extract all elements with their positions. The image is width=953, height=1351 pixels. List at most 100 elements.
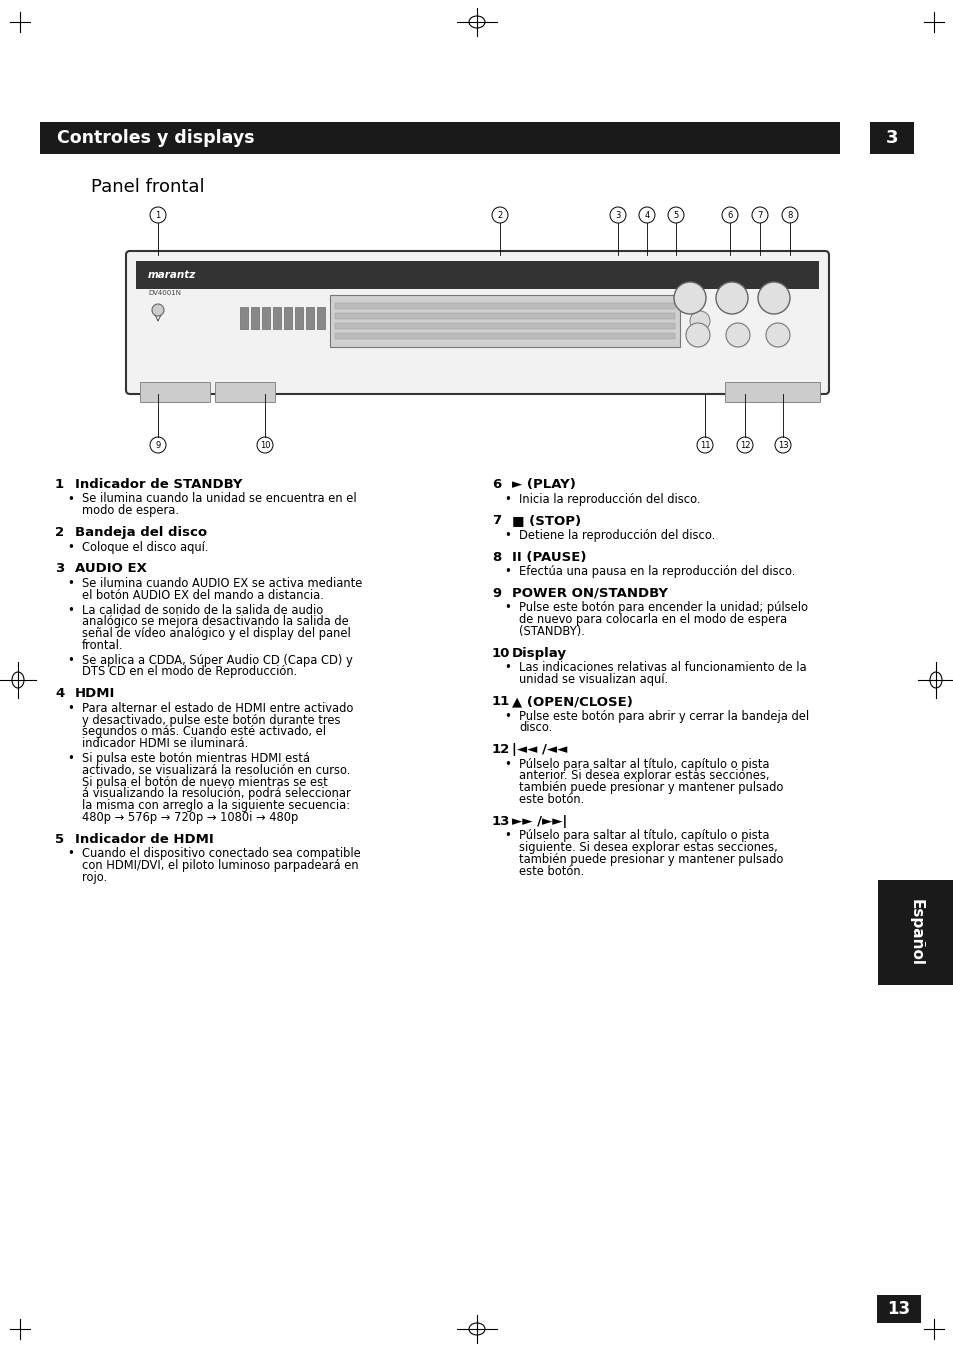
Text: 11: 11: [699, 440, 709, 450]
Text: •: •: [504, 601, 511, 615]
Text: 6: 6: [492, 478, 500, 490]
Text: rojo.: rojo.: [82, 871, 107, 884]
Circle shape: [492, 207, 507, 223]
Circle shape: [721, 207, 738, 223]
Text: 1: 1: [55, 478, 64, 490]
Text: Bandeja del disco: Bandeja del disco: [75, 526, 207, 539]
Text: disco.: disco.: [518, 721, 552, 735]
Text: Español: Español: [907, 898, 923, 966]
Text: 10: 10: [259, 440, 270, 450]
Text: POWER ON/STANDBY: POWER ON/STANDBY: [512, 586, 667, 600]
Circle shape: [609, 207, 625, 223]
Text: este botón.: este botón.: [518, 865, 583, 878]
Circle shape: [150, 436, 166, 453]
Text: DTS CD en el modo de Reproducción.: DTS CD en el modo de Reproducción.: [82, 666, 297, 678]
Text: •: •: [504, 758, 511, 770]
Text: también puede presionar y mantener pulsado: también puede presionar y mantener pulsa…: [518, 852, 782, 866]
Circle shape: [689, 311, 709, 331]
Circle shape: [673, 282, 705, 313]
Text: y desactivado, pulse este botón durante tres: y desactivado, pulse este botón durante …: [82, 713, 340, 727]
Text: •: •: [68, 701, 74, 715]
Bar: [335, 332, 675, 339]
Text: Indicador de STANDBY: Indicador de STANDBY: [75, 478, 242, 490]
Text: 3: 3: [55, 562, 64, 576]
Bar: [214, 382, 274, 403]
Text: •: •: [504, 493, 511, 505]
Text: •: •: [68, 577, 74, 590]
Text: Púlselo para saltar al título, capítulo o pista: Púlselo para saltar al título, capítulo …: [518, 830, 769, 843]
Text: también puede presionar y mantener pulsado: también puede presionar y mantener pulsa…: [518, 781, 782, 794]
Text: ▲ (OPEN/CLOSE): ▲ (OPEN/CLOSE): [512, 694, 632, 708]
Bar: [335, 303, 675, 309]
Bar: [335, 313, 675, 319]
Text: Display: Display: [512, 647, 566, 659]
Text: señal de vídeo analógico y el display del panel: señal de vídeo analógico y el display de…: [82, 627, 351, 640]
Bar: [40, 122, 840, 154]
Text: •: •: [68, 604, 74, 616]
Text: 8: 8: [786, 211, 792, 219]
Text: siguiente. Si desea explorar estas secciones,: siguiente. Si desea explorar estas secci…: [518, 842, 777, 854]
Circle shape: [781, 207, 797, 223]
Text: 7: 7: [757, 211, 761, 219]
Circle shape: [758, 282, 789, 313]
Text: Se ilumina cuando la unidad se encuentra en el: Se ilumina cuando la unidad se encuentra…: [82, 493, 356, 505]
Bar: [335, 323, 675, 330]
Bar: [140, 382, 210, 403]
Bar: [251, 307, 258, 330]
Text: segundos o más. Cuando esté activado, el: segundos o más. Cuando esté activado, el: [82, 725, 326, 739]
Text: 3: 3: [884, 128, 898, 147]
Bar: [330, 295, 679, 347]
Text: 2: 2: [55, 526, 64, 539]
Text: Controles y displays: Controles y displays: [57, 128, 254, 147]
Text: ►► /►►|: ►► /►►|: [512, 815, 567, 828]
Text: Si pulsa este botón mientras HDMI está: Si pulsa este botón mientras HDMI está: [82, 753, 310, 765]
Text: 5: 5: [55, 832, 64, 846]
Circle shape: [725, 323, 749, 347]
Text: 4: 4: [643, 211, 649, 219]
Text: 1: 1: [155, 211, 160, 219]
Text: Las indicaciones relativas al funcionamiento de la: Las indicaciones relativas al funcionami…: [518, 662, 806, 674]
Text: Coloque el disco aquí.: Coloque el disco aquí.: [82, 540, 209, 554]
Text: ■ (STOP): ■ (STOP): [512, 515, 580, 527]
Text: Púlselo para saltar al título, capítulo o pista: Púlselo para saltar al título, capítulo …: [518, 758, 769, 770]
Text: 12: 12: [492, 743, 510, 757]
Text: 11: 11: [492, 694, 510, 708]
Bar: [136, 261, 818, 289]
Text: II (PAUSE): II (PAUSE): [512, 551, 586, 563]
Bar: [724, 382, 820, 403]
Text: frontal.: frontal.: [82, 639, 123, 653]
Text: Se ilumina cuando AUDIO EX se activa mediante: Se ilumina cuando AUDIO EX se activa med…: [82, 577, 362, 590]
Text: AUDIO EX: AUDIO EX: [75, 562, 147, 576]
Text: 6: 6: [726, 211, 732, 219]
Text: marantz: marantz: [148, 270, 196, 280]
Text: el botón AUDIO EX del mando a distancia.: el botón AUDIO EX del mando a distancia.: [82, 589, 323, 601]
Circle shape: [737, 436, 752, 453]
Bar: [294, 307, 303, 330]
Text: Detiene la reproducción del disco.: Detiene la reproducción del disco.: [518, 528, 715, 542]
Text: con HDMI/DVI, el piloto luminoso parpadeará en: con HDMI/DVI, el piloto luminoso parpade…: [82, 859, 358, 871]
Text: •: •: [68, 493, 74, 505]
Text: 480p → 576p → 720p → 1080i → 480p: 480p → 576p → 720p → 1080i → 480p: [82, 811, 298, 824]
Text: 9: 9: [492, 586, 500, 600]
Text: 8: 8: [492, 551, 500, 563]
Text: Inicia la reproducción del disco.: Inicia la reproducción del disco.: [518, 493, 700, 505]
Text: á visualizando la resolución, podrá seleccionar: á visualizando la resolución, podrá sele…: [82, 788, 351, 800]
Bar: [869, 122, 913, 154]
Bar: [306, 307, 314, 330]
Circle shape: [150, 207, 166, 223]
Text: Cuando el dispositivo conectado sea compatible: Cuando el dispositivo conectado sea comp…: [82, 847, 360, 861]
Text: •: •: [504, 709, 511, 723]
Text: este botón.: este botón.: [518, 793, 583, 807]
Text: Si pulsa el botón de nuevo mientras se est: Si pulsa el botón de nuevo mientras se e…: [82, 775, 328, 789]
Bar: [877, 880, 953, 985]
Text: unidad se visualizan aquí.: unidad se visualizan aquí.: [518, 673, 667, 686]
Bar: [273, 307, 281, 330]
Bar: [876, 1296, 920, 1323]
Text: indicador HDMI se iluminará.: indicador HDMI se iluminará.: [82, 738, 248, 750]
Text: anterior. Si desea explorar estas secciones,: anterior. Si desea explorar estas seccio…: [518, 770, 769, 782]
Text: 2: 2: [497, 211, 502, 219]
Text: 5: 5: [673, 211, 678, 219]
Text: Indicador de HDMI: Indicador de HDMI: [75, 832, 213, 846]
Text: La calidad de sonido de la salida de audio: La calidad de sonido de la salida de aud…: [82, 604, 323, 616]
Text: •: •: [68, 540, 74, 554]
